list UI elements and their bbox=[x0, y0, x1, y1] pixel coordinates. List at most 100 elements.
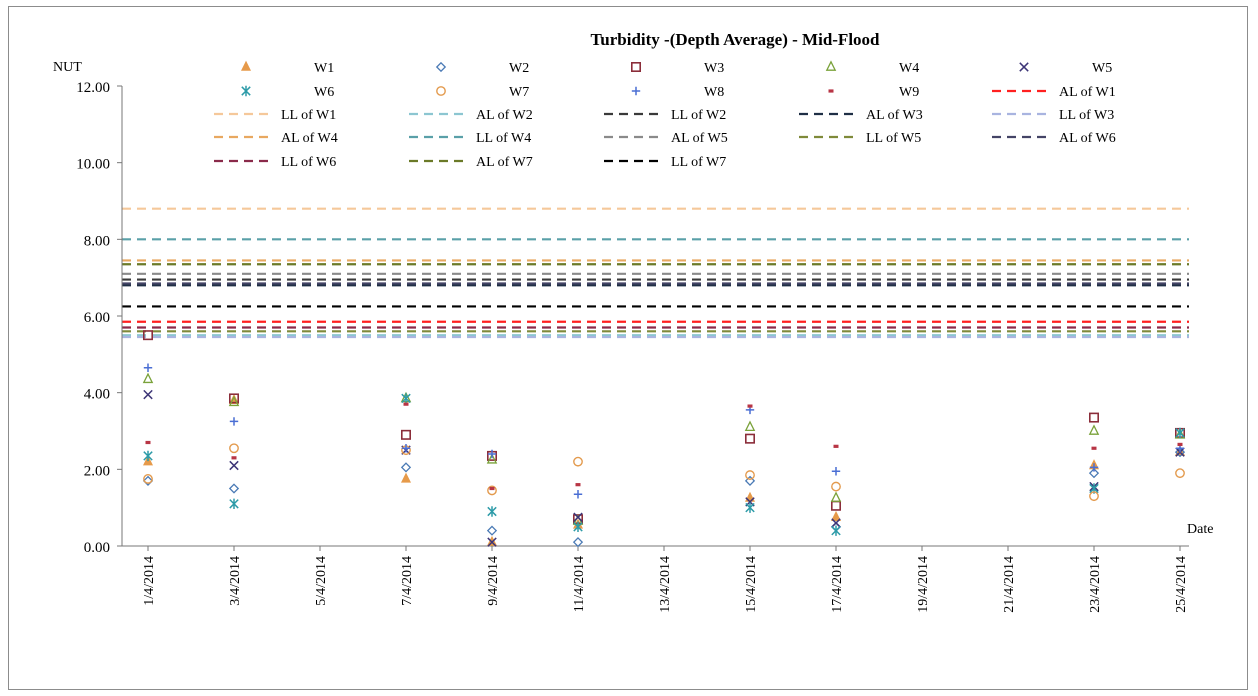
data-point-w8 bbox=[143, 363, 153, 372]
data-point-w3 bbox=[400, 429, 411, 440]
data-point-w3 bbox=[830, 500, 841, 511]
data-point-w9 bbox=[575, 483, 581, 487]
legend-label: LL of W7 bbox=[671, 155, 726, 170]
data-point-w9 bbox=[145, 440, 151, 445]
data-point-w5 bbox=[487, 537, 497, 547]
data-point-w6 bbox=[143, 450, 153, 462]
x-tick-label: 7/4/2014 bbox=[400, 556, 415, 606]
data-point-w5 bbox=[143, 389, 153, 400]
x-tick-label: 25/4/2014 bbox=[1174, 556, 1189, 613]
data-point-w7 bbox=[143, 474, 153, 484]
legend-marker-w8 bbox=[631, 86, 641, 96]
x-tick-label: 3/4/2014 bbox=[228, 556, 243, 606]
data-point-w7 bbox=[487, 485, 497, 496]
legend-label: AL of W1 bbox=[1059, 85, 1116, 100]
data-point-w9 bbox=[231, 456, 237, 460]
y-tick-label: 0.00 bbox=[84, 540, 110, 556]
legend-label: W3 bbox=[704, 61, 724, 76]
legend-label: W5 bbox=[1092, 61, 1112, 76]
x-tick-label: 9/4/2014 bbox=[486, 556, 501, 606]
data-point-w2 bbox=[228, 483, 240, 494]
data-point-w7 bbox=[1175, 468, 1185, 479]
legend-label: AL of W5 bbox=[671, 131, 728, 146]
x-tick-label: 13/4/2014 bbox=[658, 556, 673, 613]
data-point-w6 bbox=[831, 525, 841, 536]
data-point-w1 bbox=[830, 510, 842, 521]
legend-marker-w2 bbox=[435, 61, 447, 73]
data-point-w2 bbox=[1088, 468, 1100, 479]
data-point-w5 bbox=[831, 518, 841, 528]
legend-label: LL of W3 bbox=[1059, 108, 1114, 123]
legend-label: W4 bbox=[899, 61, 919, 76]
legend-label: W1 bbox=[314, 61, 334, 76]
legend-marker-w5 bbox=[1019, 62, 1029, 72]
data-points-group bbox=[142, 330, 1186, 548]
data-point-w3 bbox=[143, 330, 154, 341]
legend-label: LL of W5 bbox=[866, 131, 921, 146]
legend-label: AL of W3 bbox=[866, 108, 923, 123]
data-point-w4 bbox=[1088, 424, 1100, 435]
data-point-w3 bbox=[229, 393, 240, 404]
chart-frame: Turbidity -(Depth Average) - Mid-Flood N… bbox=[8, 6, 1248, 690]
data-point-w8 bbox=[229, 417, 239, 426]
data-point-w4 bbox=[486, 453, 498, 464]
data-point-w2 bbox=[572, 537, 584, 548]
data-point-w7 bbox=[831, 481, 841, 492]
legend-marker-w4 bbox=[825, 60, 837, 71]
data-point-w4 bbox=[142, 372, 154, 384]
data-point-w4 bbox=[830, 491, 842, 502]
legend-label: W7 bbox=[509, 85, 529, 100]
data-point-w9 bbox=[489, 486, 495, 491]
data-point-w7 bbox=[229, 443, 239, 454]
legend-label: AL of W7 bbox=[476, 155, 533, 170]
data-point-w8 bbox=[573, 490, 583, 499]
legend-label: W9 bbox=[899, 85, 919, 100]
data-point-w6 bbox=[745, 502, 755, 513]
x-tick-label: 5/4/2014 bbox=[314, 556, 329, 606]
data-point-w8 bbox=[401, 444, 411, 453]
data-point-w7 bbox=[745, 470, 755, 480]
legend-label: LL of W4 bbox=[476, 131, 531, 146]
legend-marker-w6 bbox=[241, 85, 251, 97]
legend-label: W6 bbox=[314, 85, 334, 100]
y-tick-label: 12.00 bbox=[76, 80, 110, 96]
data-point-w1 bbox=[400, 472, 412, 483]
legend-marker-w3 bbox=[630, 61, 641, 72]
y-tick-label: 2.00 bbox=[84, 463, 110, 479]
legend-marker-w9 bbox=[828, 89, 834, 93]
data-point-w2 bbox=[744, 475, 756, 486]
x-tick-label: 19/4/2014 bbox=[916, 556, 931, 613]
data-point-w9 bbox=[1091, 446, 1097, 450]
legend-label: LL of W1 bbox=[281, 108, 336, 123]
legend: W1 W2 W3 W4 W5 W6 W7 W8 W9 AL of W1 LL of W1 AL of … bbox=[214, 60, 1116, 170]
data-point-w7 bbox=[1089, 491, 1099, 502]
data-point-w5 bbox=[229, 460, 239, 471]
data-point-w2 bbox=[142, 475, 154, 486]
x-axis-label: Date bbox=[1187, 522, 1213, 537]
y-tick-label: 8.00 bbox=[84, 233, 110, 249]
data-point-w9 bbox=[403, 402, 409, 406]
x-tick-label: 1/4/2014 bbox=[142, 556, 157, 606]
data-point-w6 bbox=[487, 506, 497, 517]
y-tick-label: 10.00 bbox=[76, 157, 110, 173]
data-point-w6 bbox=[229, 498, 239, 510]
limit-lines-group bbox=[122, 207, 1189, 339]
data-point-w9 bbox=[833, 444, 839, 448]
data-point-w2 bbox=[486, 525, 498, 536]
y-tick-label: 6.00 bbox=[84, 310, 110, 326]
data-point-w8 bbox=[831, 467, 841, 476]
data-point-w9 bbox=[1177, 442, 1183, 447]
data-point-w5 bbox=[573, 512, 583, 522]
data-point-w4 bbox=[228, 395, 240, 407]
y-tick-label: 4.00 bbox=[84, 387, 110, 403]
data-point-w7 bbox=[573, 456, 583, 467]
data-point-w9 bbox=[747, 404, 753, 408]
data-point-w2 bbox=[400, 462, 412, 473]
x-tick-label: 11/4/2014 bbox=[572, 556, 587, 612]
data-point-w3 bbox=[1089, 412, 1100, 423]
legend-label: W2 bbox=[509, 61, 529, 76]
x-tick-label: 17/4/2014 bbox=[830, 556, 845, 613]
x-tick-label: 15/4/2014 bbox=[744, 556, 759, 613]
data-point-w6 bbox=[573, 521, 583, 533]
axes-group: 0.00 2.00 4.00 6.00 8.00 10.00 12.00 1/4/2014 3/… bbox=[76, 80, 1189, 613]
